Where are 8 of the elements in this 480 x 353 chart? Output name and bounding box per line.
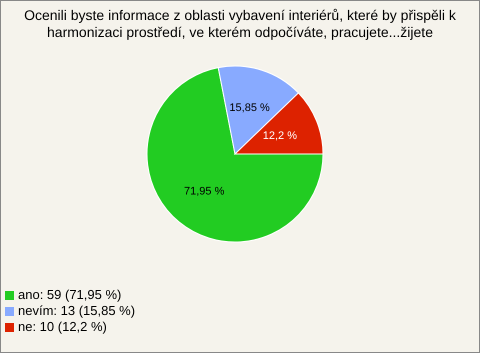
pie-slice [146, 67, 324, 242]
legend-label: nevím: 13 (15,85 %) [18, 303, 136, 318]
data-label: 71,95 % [184, 185, 225, 198]
data-label: 12,2 % [262, 130, 298, 142]
legend-label: ne: 10 (12,2 %) [18, 319, 107, 334]
chart-title: Ocenili byste informace z oblasti vybavení interiérů, které by přispěli k harmonizaci prostředí, ve kterém odpočíváte, pracujete...žijete [23, 7, 457, 41]
legend-label: ano: 59 (71,95 %) [18, 287, 122, 302]
data-label: 15,85 % [229, 102, 270, 114]
